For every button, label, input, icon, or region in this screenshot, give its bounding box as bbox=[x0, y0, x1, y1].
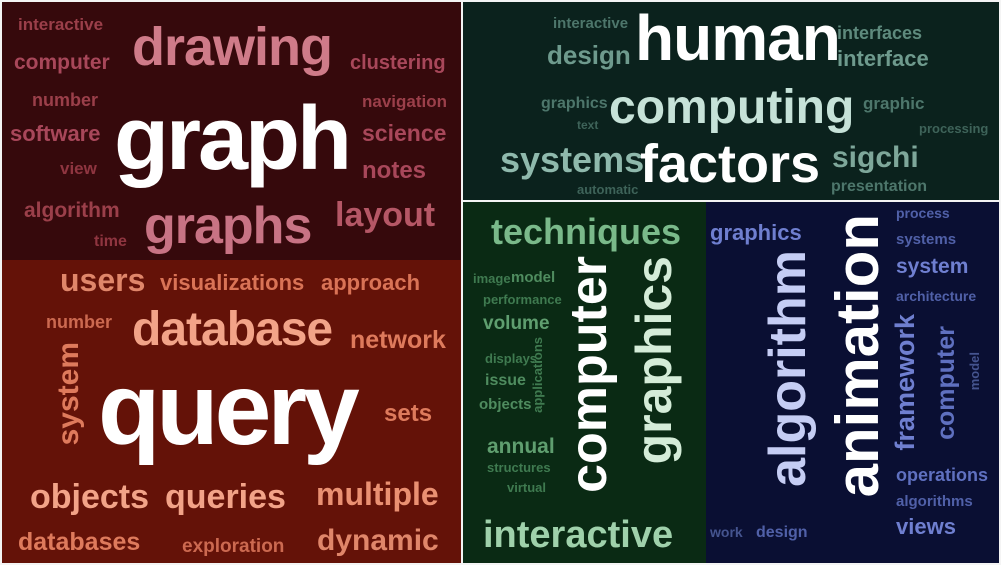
word: systems bbox=[896, 231, 957, 248]
word: design bbox=[547, 40, 631, 70]
word: exploration bbox=[182, 536, 285, 557]
word: performance bbox=[483, 292, 562, 307]
word: architecture bbox=[896, 288, 977, 304]
word: notes bbox=[362, 157, 427, 184]
word: users bbox=[60, 262, 146, 298]
word: objects bbox=[479, 396, 532, 413]
word: query bbox=[98, 352, 360, 466]
word: virtual bbox=[507, 480, 547, 495]
word: work bbox=[710, 524, 743, 540]
word: design bbox=[756, 524, 808, 541]
word: issue bbox=[485, 372, 526, 389]
word: factors bbox=[640, 134, 821, 194]
word: volume bbox=[483, 313, 550, 334]
word: displays bbox=[485, 351, 538, 366]
panel-graph-drawing: interactive computer number software vie… bbox=[2, 2, 461, 260]
word: interactive bbox=[483, 514, 674, 556]
word: computing bbox=[609, 81, 855, 134]
word: time bbox=[94, 233, 127, 250]
word: techniques bbox=[491, 211, 682, 252]
word: approach bbox=[321, 270, 421, 295]
word: systems bbox=[500, 139, 645, 180]
word: drawing bbox=[132, 17, 333, 77]
word: graphic bbox=[863, 94, 925, 113]
word: sigchi bbox=[832, 141, 919, 174]
word: structures bbox=[487, 460, 551, 475]
word: dynamic bbox=[317, 524, 439, 557]
word: queries bbox=[165, 478, 286, 516]
word: system bbox=[52, 342, 85, 446]
word: algorithms bbox=[896, 493, 973, 510]
word: presentation bbox=[831, 178, 928, 195]
word: text bbox=[577, 118, 599, 132]
word: number bbox=[32, 90, 99, 110]
word: software bbox=[10, 121, 101, 146]
word: system bbox=[896, 255, 969, 278]
word: graph bbox=[114, 89, 352, 189]
word: graphs bbox=[144, 197, 312, 255]
panel-computer-graphics: techniques image model performance volum… bbox=[463, 202, 706, 563]
word: animation bbox=[824, 214, 891, 498]
word: model bbox=[511, 269, 556, 286]
word: computer bbox=[932, 326, 960, 440]
word: sets bbox=[384, 400, 433, 427]
word: databases bbox=[18, 528, 141, 556]
word: views bbox=[896, 514, 956, 539]
panel-database-query: users visualizations approach number dat… bbox=[2, 260, 461, 563]
word: science bbox=[362, 120, 447, 146]
word: annual bbox=[487, 435, 555, 458]
word: algorithm bbox=[759, 250, 817, 487]
word: automatic bbox=[577, 182, 639, 197]
word: interface bbox=[837, 46, 929, 71]
word: layout bbox=[335, 196, 436, 234]
word: graphics bbox=[710, 220, 802, 245]
word: graphics bbox=[626, 256, 682, 465]
word: multiple bbox=[316, 476, 439, 512]
word: view bbox=[60, 159, 97, 178]
word: applications bbox=[530, 337, 545, 413]
word: objects bbox=[30, 478, 150, 516]
panel-human-computing: interactive design human interfaces inte… bbox=[463, 2, 999, 200]
word: interactive bbox=[18, 15, 104, 34]
word: operations bbox=[896, 465, 989, 485]
word: image bbox=[473, 271, 511, 286]
word: process bbox=[896, 205, 950, 221]
word: graphics bbox=[541, 95, 608, 112]
word: visualizations bbox=[160, 270, 305, 295]
word: computer bbox=[560, 256, 618, 493]
word: computer bbox=[14, 51, 110, 74]
word: processing bbox=[919, 121, 989, 136]
word: interactive bbox=[553, 15, 629, 32]
word: framework bbox=[890, 314, 920, 451]
word: navigation bbox=[362, 92, 448, 111]
word: number bbox=[46, 312, 113, 332]
word: human bbox=[635, 2, 841, 74]
word: model bbox=[967, 352, 982, 391]
panel-algorithm-animation: graphics process systems system architec… bbox=[706, 202, 999, 563]
word: database bbox=[132, 303, 333, 356]
word: interfaces bbox=[837, 23, 923, 43]
word: network bbox=[350, 326, 446, 354]
word: clustering bbox=[350, 52, 446, 74]
word: algorithm bbox=[24, 199, 120, 222]
